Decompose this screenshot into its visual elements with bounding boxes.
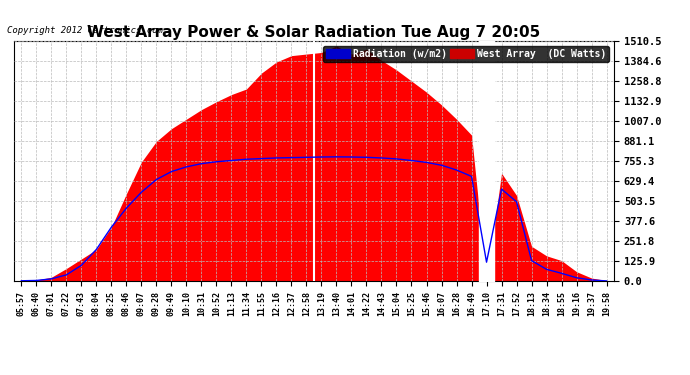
- Legend: Radiation (w/m2), West Array  (DC Watts): Radiation (w/m2), West Array (DC Watts): [323, 46, 609, 62]
- Text: Copyright 2012 Cartronics.com: Copyright 2012 Cartronics.com: [7, 26, 163, 35]
- Title: West Array Power & Solar Radiation Tue Aug 7 20:05: West Array Power & Solar Radiation Tue A…: [88, 25, 540, 40]
